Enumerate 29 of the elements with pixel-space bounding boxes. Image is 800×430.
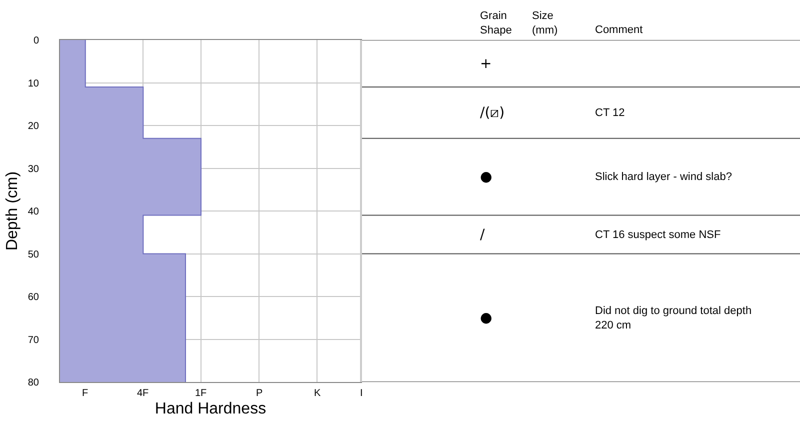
y-tick-label: 30 — [28, 164, 40, 175]
y-tick-label: 60 — [28, 292, 40, 303]
y-tick-label: 20 — [28, 121, 40, 132]
y-tick-label: 70 — [28, 334, 40, 346]
y-tick-label: 50 — [28, 249, 40, 260]
text: Did not dig to ground total depth 220 cm — [595, 305, 752, 332]
text: ● — [480, 310, 492, 326]
text: 4F — [137, 388, 149, 399]
text: ● — [480, 169, 492, 185]
y-axis-title: Depth (cm) — [4, 171, 21, 251]
text: F — [82, 388, 88, 399]
category-label: Comment — [595, 24, 643, 36]
text: CT 12 — [595, 107, 625, 119]
text: CT 16 suspect some NSF — [595, 229, 721, 241]
text: 1F — [195, 388, 207, 399]
text: I — [360, 388, 363, 399]
text: Slick hard layer - wind slab? — [595, 171, 732, 183]
x-axis-title: Hand Hardness — [154, 400, 266, 418]
text: P — [256, 388, 263, 399]
text: + — [480, 56, 492, 72]
y-tick-label: 80 — [28, 378, 40, 388]
y-tick-label: 40 — [28, 206, 40, 218]
text: /(⧄) — [480, 105, 505, 121]
y-tick-label: 10 — [28, 78, 40, 90]
category-label: Grain Shape — [480, 10, 512, 36]
text: K — [314, 388, 321, 399]
y-tick-label: 0 — [33, 36, 40, 46]
category-label: Size (mm) — [532, 10, 558, 36]
text: / — [480, 227, 485, 243]
